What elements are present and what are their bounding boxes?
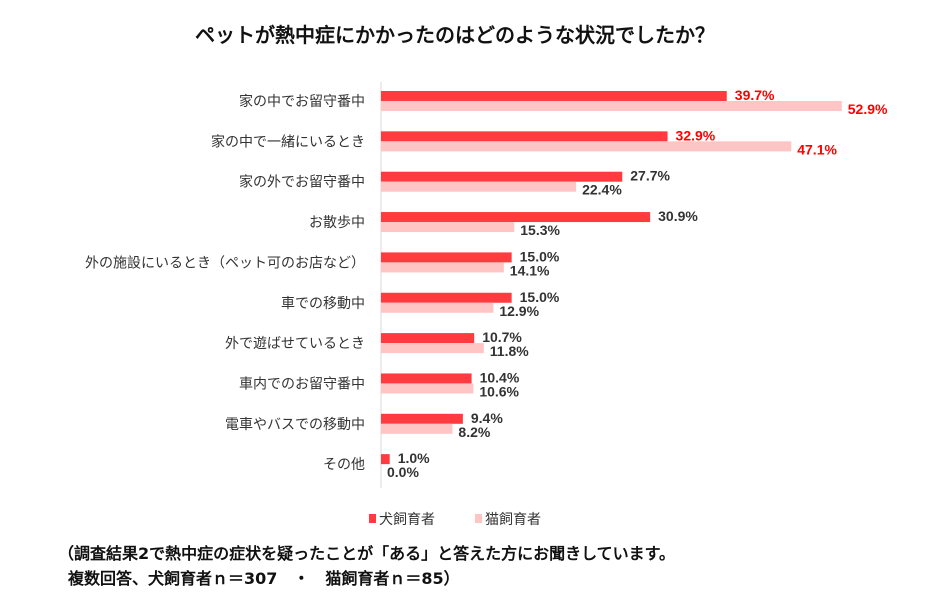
cat-value-label: 52.9%	[848, 101, 888, 117]
dog-value-label: 15.0%	[520, 248, 560, 264]
cat-value-label: 10.6%	[479, 383, 519, 399]
dog-value-label: 39.7%	[735, 87, 775, 103]
cat-bar	[381, 423, 453, 434]
cat-value-label: 11.8%	[490, 343, 529, 359]
cat-value-label: 15.3%	[520, 222, 560, 238]
cat-bar	[381, 262, 504, 273]
category-label: 外の施設にいるとき（ペット可のお店など）	[85, 255, 365, 271]
cat-value-label: 22.4%	[582, 182, 622, 198]
cat-bar	[381, 222, 515, 233]
category-label: 車内でのお留守番中	[239, 375, 365, 392]
dog-value-label: 1.0%	[398, 450, 430, 466]
dog-value-label: 30.9%	[658, 208, 698, 224]
legend-label-dog: 犬飼育者	[379, 512, 435, 528]
category-label: 車での移動中	[281, 295, 365, 312]
cat-value-label: 14.1%	[510, 262, 550, 278]
dog-bar	[381, 413, 463, 424]
category-label: 家の外でお留守番中	[239, 174, 365, 191]
cat-value-label: 0.0%	[387, 464, 419, 480]
cat-bar	[381, 343, 484, 354]
dog-bar	[381, 252, 512, 263]
legend-swatch-cat	[475, 514, 482, 523]
cat-bar	[381, 101, 842, 111]
cat-bar	[381, 141, 792, 152]
cat-bar	[381, 302, 494, 313]
category-label: 電車やバスでの移動中	[225, 416, 365, 433]
category-label: その他	[323, 457, 365, 473]
category-label: 外で遊ばせているとき	[225, 336, 365, 352]
dog-bar	[381, 212, 651, 223]
dog-bar	[381, 91, 727, 101]
legend: 犬飼育者 猫飼育者	[369, 512, 541, 528]
dog-value-label: 9.4%	[471, 410, 503, 426]
cat-bar	[381, 181, 577, 192]
dog-value-label: 10.7%	[482, 329, 522, 345]
dog-value-label: 32.9%	[676, 127, 716, 143]
cat-bar	[381, 383, 474, 394]
dog-bar	[381, 171, 623, 182]
dog-value-label: 15.0%	[520, 289, 560, 305]
legend-swatch-dog	[369, 514, 376, 523]
category-label: お散歩中	[309, 215, 365, 231]
footnote-line-1: （調査結果2で熱中症の症状を疑ったことが「ある」と答えた方にお聞きしています。	[58, 544, 675, 563]
legend-label-cat: 猫飼育者	[485, 512, 541, 528]
cat-value-label: 12.9%	[499, 303, 539, 319]
dog-bar	[381, 373, 472, 384]
chart-title: ペットが熱中症にかかったのはどのような状況でしたか？	[195, 23, 715, 47]
dog-bar	[381, 292, 512, 303]
dog-bar	[381, 454, 390, 465]
dog-value-label: 27.7%	[630, 168, 670, 184]
dog-bar	[381, 333, 475, 344]
cat-value-label: 47.1%	[797, 141, 837, 157]
cat-value-label: 8.2%	[458, 424, 490, 440]
footnote-line-2: 複数回答、犬飼育者ｎ＝307 ・ 猫飼育者ｎ＝85）	[67, 569, 460, 588]
dog-value-label: 10.4%	[480, 369, 520, 385]
category-label: 家の中で一緒にいるとき	[211, 133, 365, 150]
category-label: 家の中でお留守番中	[239, 93, 365, 110]
dog-bar	[381, 131, 668, 142]
